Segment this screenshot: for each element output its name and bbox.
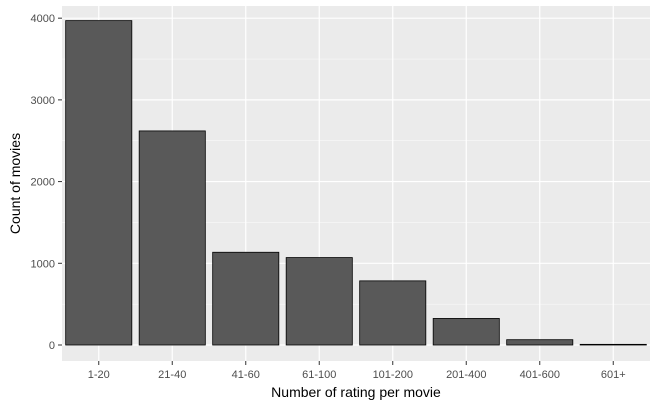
y-tick-label: 1000 bbox=[31, 258, 55, 270]
x-tick-label: 1-20 bbox=[88, 369, 110, 381]
bar-401-600 bbox=[506, 339, 574, 346]
x-tick-label: 61-100 bbox=[302, 369, 336, 381]
x-tick-label: 201-400 bbox=[446, 369, 486, 381]
bar-61-100 bbox=[285, 257, 353, 346]
bar-601+ bbox=[579, 343, 647, 346]
y-axis-title: Count of movies bbox=[7, 133, 23, 234]
x-tick-label: 41-60 bbox=[232, 369, 260, 381]
x-tick-label: 601+ bbox=[601, 369, 626, 381]
bar-1-20 bbox=[65, 20, 133, 346]
y-tick-label: 3000 bbox=[31, 95, 55, 107]
bars bbox=[65, 20, 647, 346]
x-tick-label: 401-600 bbox=[520, 369, 560, 381]
y-tick-label: 2000 bbox=[31, 177, 55, 189]
x-axis: 1-20 21-40 41-60 61-100 101-200 201-400 401-60… bbox=[88, 361, 626, 381]
y-axis: 0 1000 2000 3000 4000 bbox=[31, 13, 62, 352]
y-tick-label: 4000 bbox=[31, 13, 55, 25]
x-axis-title: Number of rating per movie bbox=[271, 384, 441, 400]
bar-41-60 bbox=[212, 251, 280, 346]
x-tick-label: 21-40 bbox=[158, 369, 186, 381]
y-tick-label: 0 bbox=[49, 340, 55, 352]
bar-201-400 bbox=[432, 318, 500, 346]
x-tick-label: 101-200 bbox=[373, 369, 413, 381]
bar-101-200 bbox=[359, 280, 427, 346]
bar-21-40 bbox=[138, 130, 206, 346]
